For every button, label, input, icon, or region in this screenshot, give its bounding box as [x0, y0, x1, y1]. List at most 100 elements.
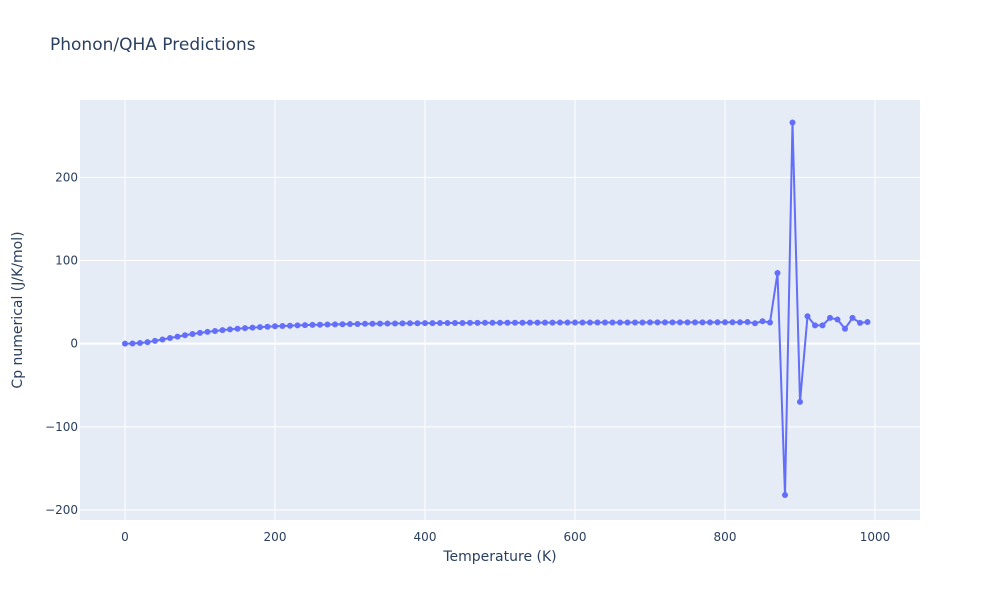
data-point — [219, 327, 226, 334]
data-point — [819, 322, 826, 329]
data-point — [137, 340, 143, 347]
x-tick-label: 400 — [414, 530, 437, 544]
data-point — [467, 319, 473, 326]
data-point — [737, 319, 743, 326]
data-point — [332, 321, 338, 328]
data-point — [767, 319, 773, 326]
data-point — [602, 319, 608, 326]
data-point — [504, 319, 511, 326]
data-point — [789, 119, 796, 126]
data-point — [639, 319, 646, 326]
data-point — [212, 327, 218, 334]
data-point — [129, 340, 136, 347]
data-point — [384, 320, 391, 327]
data-point — [572, 319, 578, 326]
data-point — [594, 319, 601, 326]
data-point — [437, 320, 443, 327]
data-point — [744, 319, 751, 326]
y-tick-label: 200 — [55, 170, 78, 184]
data-point — [812, 322, 818, 329]
data-point — [122, 340, 128, 347]
data-point — [264, 323, 271, 330]
data-point — [324, 321, 331, 328]
data-point — [669, 319, 676, 326]
data-point — [512, 319, 518, 326]
y-tick-label: −200 — [45, 503, 78, 517]
data-point — [647, 319, 653, 326]
data-point — [759, 318, 766, 325]
data-point — [782, 492, 788, 499]
data-point — [752, 320, 758, 327]
tick-labels: 0 200 400 600 800 1000 −200 −100 0 100 200 — [45, 170, 890, 544]
data-point — [617, 319, 623, 326]
plot-background — [80, 100, 920, 520]
data-point — [519, 319, 526, 326]
data-point — [309, 321, 316, 328]
grid-lines — [80, 100, 920, 520]
data-point — [422, 320, 428, 327]
data-point — [444, 320, 451, 327]
data-point — [167, 335, 173, 342]
data-point — [564, 319, 571, 326]
data-point — [204, 328, 211, 335]
data-point — [272, 323, 278, 330]
y-tick-label: 0 — [70, 337, 78, 351]
data-point — [242, 325, 248, 332]
data-point — [624, 319, 631, 326]
data-point — [234, 325, 241, 332]
data-point — [834, 316, 841, 323]
data-point — [392, 320, 398, 327]
data-point — [377, 320, 383, 327]
data-point — [609, 319, 616, 326]
data-point — [362, 320, 368, 327]
data-point — [842, 325, 848, 332]
data-point — [459, 319, 466, 326]
data-point — [317, 321, 323, 328]
data-point — [684, 319, 691, 326]
data-point — [587, 319, 593, 326]
data-point — [632, 319, 638, 326]
data-point — [399, 320, 406, 327]
data-point — [827, 314, 833, 321]
data-point — [542, 319, 548, 326]
data-point — [182, 332, 188, 339]
x-tick-label: 600 — [564, 530, 587, 544]
data-point — [257, 324, 263, 331]
data-point — [482, 319, 488, 326]
x-axis-title: Temperature (K) — [442, 549, 556, 565]
data-series — [122, 119, 871, 499]
data-point — [534, 319, 541, 326]
data-point — [474, 319, 481, 326]
chart-title: Phonon/QHA Predictions — [50, 35, 256, 55]
data-point — [429, 320, 436, 327]
data-point — [849, 314, 856, 321]
data-point — [662, 319, 668, 326]
data-point — [497, 319, 503, 326]
x-tick-label: 200 — [264, 530, 287, 544]
data-point — [707, 319, 713, 326]
data-point — [774, 269, 781, 276]
data-point — [654, 319, 661, 326]
data-point — [287, 322, 293, 329]
x-tick-label: 800 — [714, 530, 737, 544]
data-point — [249, 324, 256, 331]
data-point — [452, 319, 458, 326]
data-point — [729, 319, 736, 326]
data-point — [857, 319, 863, 326]
data-point — [804, 313, 811, 320]
data-point — [294, 322, 301, 329]
data-point — [189, 331, 196, 338]
y-tick-label: −100 — [45, 420, 78, 434]
data-point — [677, 319, 683, 326]
x-tick-label: 1000 — [860, 530, 891, 544]
y-tick-label: 100 — [55, 254, 78, 268]
data-point — [227, 326, 233, 333]
data-point — [144, 339, 151, 346]
data-point — [302, 322, 308, 329]
data-point — [369, 320, 376, 327]
data-point — [557, 319, 563, 326]
series-line — [124, 121, 868, 497]
data-point — [579, 319, 586, 326]
data-point — [174, 333, 181, 340]
